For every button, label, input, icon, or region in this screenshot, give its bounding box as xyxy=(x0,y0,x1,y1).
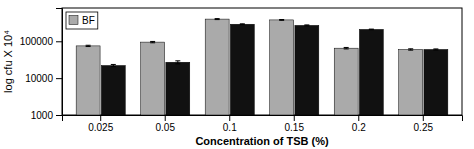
bar xyxy=(230,24,254,115)
x-tick-label: 0.05 xyxy=(155,122,175,133)
error-bar xyxy=(279,19,284,21)
bar xyxy=(76,46,100,115)
plot-frame xyxy=(62,8,462,115)
error-bar xyxy=(215,18,220,20)
x-tick: 0.15 xyxy=(285,115,305,133)
plot: 1000 10000 100000 0.025 0.05 0.1 0.15 0.2 0.25 Co… xyxy=(2,8,463,147)
bar xyxy=(334,48,358,115)
series xyxy=(76,19,422,115)
error-bar xyxy=(240,23,245,25)
x-tick-mark xyxy=(358,115,359,121)
x-tick-label: 0.2 xyxy=(352,122,366,133)
y-axis: 1000 10000 100000 xyxy=(20,9,63,121)
error-bar xyxy=(408,49,413,50)
error-bar xyxy=(150,41,155,42)
x-tick-label: 0.1 xyxy=(223,122,237,133)
error-bar xyxy=(304,24,309,26)
bar xyxy=(399,49,423,115)
error-bar xyxy=(433,49,438,50)
bar xyxy=(424,49,448,115)
x-tick-mark xyxy=(294,115,295,121)
error-bar xyxy=(175,61,180,64)
legend-label: BF xyxy=(82,15,95,26)
x-tick: 0.025 xyxy=(88,115,113,133)
bar xyxy=(166,62,190,115)
legend-item: BF xyxy=(69,15,95,26)
x-tick-mark xyxy=(165,115,166,121)
bar xyxy=(295,25,319,115)
y-tick: 100000 xyxy=(20,36,62,47)
error-bar xyxy=(86,45,91,46)
x-axis-line xyxy=(63,116,463,122)
x-tick: 0.1 xyxy=(223,115,237,133)
y-axis-title: log cfu X 10⁴ xyxy=(2,30,14,93)
bar xyxy=(205,19,229,115)
marks xyxy=(76,19,448,115)
x-tick: 0.05 xyxy=(155,115,175,133)
error-bar xyxy=(344,47,349,48)
x-tick: 0.2 xyxy=(352,115,366,133)
legend: BF xyxy=(66,12,98,29)
x-tick-label: 0.025 xyxy=(88,122,113,133)
x-tick-mark xyxy=(423,115,424,121)
y-tick-mark xyxy=(56,78,62,79)
error-bar xyxy=(111,64,116,66)
x-tick-label: 0.25 xyxy=(414,122,434,133)
legend-box xyxy=(66,12,98,29)
bar xyxy=(270,20,294,115)
x-tick: 0.25 xyxy=(414,115,434,133)
bar xyxy=(101,66,125,115)
y-tick-label: 100000 xyxy=(20,36,54,47)
y-tick: 10000 xyxy=(25,73,62,84)
y-tick: 1000 xyxy=(31,110,62,121)
error-bar xyxy=(369,29,374,31)
x-tick-label: 0.15 xyxy=(285,122,305,133)
chart: 1000 10000 100000 0.025 0.05 0.1 0.15 0.2 0.25 Co… xyxy=(0,0,474,149)
bar xyxy=(359,29,383,115)
y-tick-mark xyxy=(56,41,62,42)
x-axis-title: Concentration of TSB (%) xyxy=(195,135,329,147)
y-tick-mark xyxy=(56,115,62,116)
x-axis: 0.025 0.05 0.1 0.15 0.2 0.25 xyxy=(63,115,463,133)
x-tick-mark xyxy=(100,115,101,121)
legend-swatch xyxy=(69,16,78,25)
y-tick-label: 1000 xyxy=(31,110,54,121)
bar xyxy=(141,42,165,115)
x-tick-mark xyxy=(229,115,230,121)
y-tick-label: 10000 xyxy=(25,73,53,84)
series xyxy=(101,24,447,115)
